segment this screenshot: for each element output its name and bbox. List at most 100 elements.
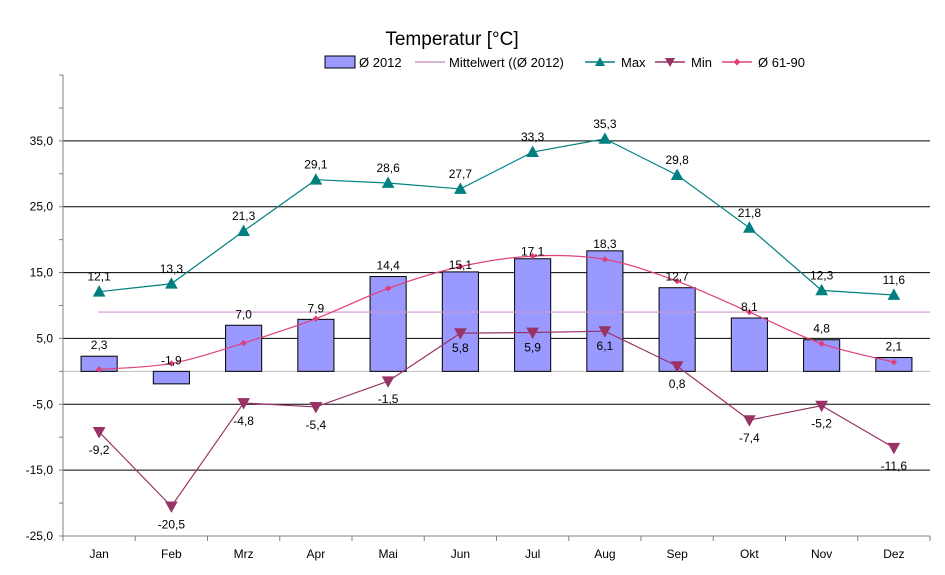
y-tick-label: -15,0 (26, 463, 54, 477)
min-value-label: -7,4 (739, 431, 760, 445)
min-value-label: 6,1 (597, 339, 614, 353)
min-point (670, 361, 684, 373)
max-value-label: 12,1 (87, 270, 111, 284)
min-point (92, 427, 106, 439)
max-value-label: 29,1 (304, 158, 328, 172)
avg-61-90-point (312, 315, 320, 322)
avg-61-90-point (168, 360, 175, 367)
bar (369, 276, 407, 372)
x-tick-label: Mai (378, 547, 397, 561)
min-value-label: -9,2 (89, 443, 110, 457)
y-tick-label: 35,0 (30, 134, 54, 148)
bar-value-label: 7,9 (308, 301, 325, 315)
min-point (381, 376, 395, 388)
max-value-label: 33,3 (521, 130, 545, 144)
bar-value-label: 17,1 (521, 245, 545, 259)
x-tick-label: Sep (666, 547, 688, 561)
bar-value-label: -1,9 (161, 353, 182, 367)
bar-value-label: 7,0 (235, 307, 252, 321)
max-point (92, 285, 106, 297)
avg-61-90-point (457, 263, 464, 270)
bar-value-label: 8,1 (741, 300, 758, 314)
legend-label: Ø 61-90 (758, 55, 805, 70)
y-tick-label: 25,0 (30, 200, 54, 214)
x-tick-label: Okt (740, 547, 759, 561)
bar (297, 318, 335, 372)
avg-61-90-point (746, 308, 753, 316)
avg-61-90-point (384, 285, 392, 292)
min-value-label: 5,9 (524, 341, 541, 355)
max-point (165, 277, 178, 289)
x-tick-label: Jan (89, 547, 108, 561)
legend-marker-max (595, 57, 605, 66)
line-series (92, 132, 930, 513)
max-point (815, 283, 828, 296)
chart-title: Temperatur [°C] (385, 29, 518, 50)
min-value-label: -11,6 (881, 459, 908, 473)
legend-label: Min (691, 55, 712, 70)
x-tick-label: Mrz (234, 547, 254, 561)
x-tick-label: Aug (594, 547, 615, 561)
max-value-label: 29,8 (665, 153, 689, 167)
legend-marker-avg (733, 58, 741, 66)
x-tick-label: Dez (883, 547, 904, 561)
min-value-label: -1,5 (378, 392, 399, 406)
max-point (309, 173, 323, 185)
x-tick-label: Jun (451, 547, 470, 561)
min-point (237, 398, 250, 410)
avg-61-90-point (818, 340, 825, 347)
min-point (309, 402, 323, 414)
bar-value-label: 12,7 (665, 270, 689, 284)
min-value-label: -20,5 (158, 517, 186, 531)
max-point (454, 182, 467, 194)
x-tick-label: Jul (525, 547, 540, 561)
bar (441, 271, 479, 372)
bar (586, 250, 624, 372)
min-value-label: -4,8 (233, 414, 254, 428)
bar (225, 324, 263, 372)
max-value-label: 12,3 (810, 268, 834, 282)
min-value-label: 0,8 (669, 377, 686, 391)
bar-value-label: 18,3 (593, 237, 617, 251)
bar-value-label: 2,1 (886, 340, 903, 354)
legend-label: Max (621, 55, 646, 70)
bar (152, 370, 190, 385)
max-line (99, 138, 894, 296)
min-value-label: 5,8 (452, 341, 469, 355)
axes: 35,0 25,0 15,0 5,0 -5,0 -15,0 -25,0 Jan Feb Mrz Ap… (26, 74, 931, 561)
x-tick-label: Nov (811, 547, 832, 561)
min-point (743, 415, 756, 427)
x-tick-label: Apr (307, 547, 326, 561)
bar-value-label: 4,8 (813, 322, 830, 336)
y-tick-label: -25,0 (26, 529, 54, 543)
bar-value-label: 14,4 (376, 259, 400, 273)
bar (730, 317, 768, 372)
min-point (598, 326, 612, 338)
max-point (598, 132, 612, 144)
min-line (98, 330, 895, 508)
max-point (670, 168, 684, 181)
min-point (815, 400, 828, 413)
legend-marker-min (665, 58, 675, 67)
bar-series (80, 250, 913, 385)
max-point (237, 224, 250, 236)
legend: Ø 2012 Mittelwert ((Ø 2012) Max Min Ø 61-90 (324, 55, 805, 70)
max-value-label: 35,3 (593, 117, 617, 131)
max-point (743, 221, 756, 233)
max-value-label: 21,3 (232, 209, 256, 223)
max-value-label: 21,8 (738, 206, 762, 220)
min-point (454, 328, 467, 340)
bar-value-label: 2,3 (91, 338, 108, 352)
bar (658, 287, 696, 372)
min-value-label: -5,4 (306, 418, 327, 432)
max-value-label: 27,7 (449, 167, 473, 181)
legend-swatch-bar (324, 55, 356, 69)
min-value-label: -5,2 (811, 417, 832, 431)
avg-61-90-point (601, 256, 609, 263)
x-tick-label: Feb (161, 547, 182, 561)
max-point (381, 176, 395, 188)
y-tick-label: 5,0 (36, 331, 53, 345)
max-value-label: 13,3 (160, 262, 184, 276)
y-tick-label: 15,0 (30, 266, 54, 280)
